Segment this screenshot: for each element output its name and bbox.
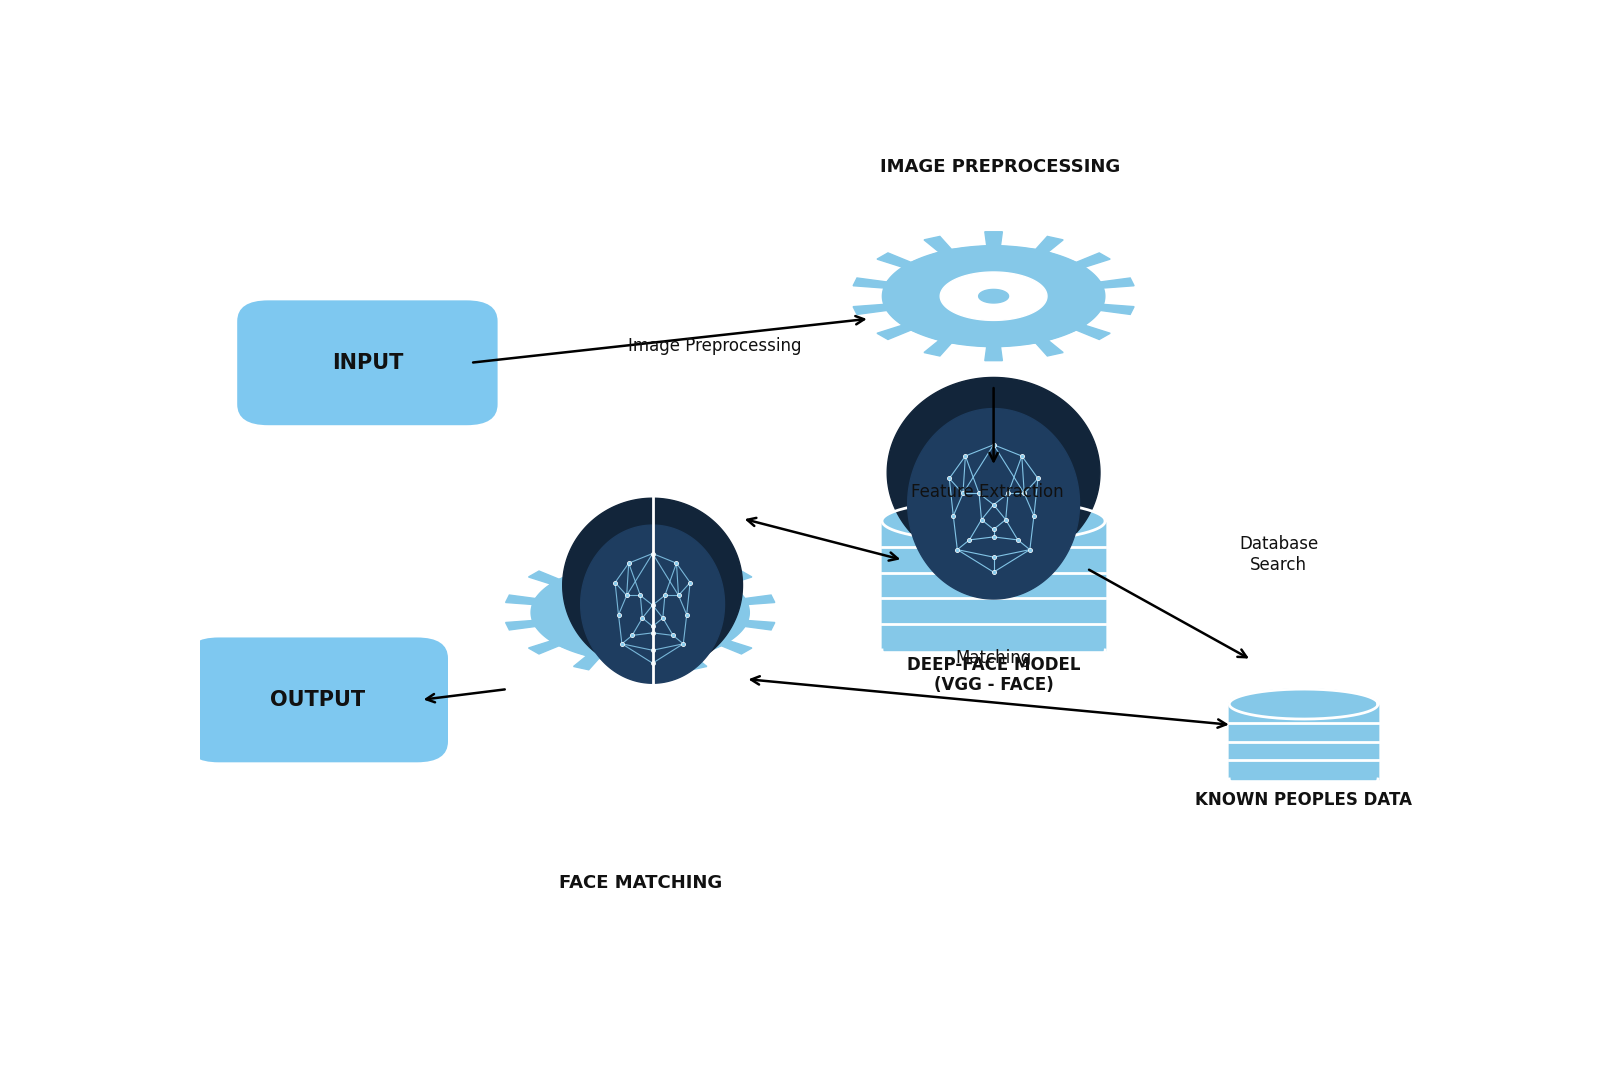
Polygon shape [853,231,1134,361]
Text: Matching: Matching [955,650,1032,667]
Polygon shape [1229,689,1378,719]
Polygon shape [941,272,1046,320]
Polygon shape [907,409,1080,599]
Polygon shape [590,590,690,636]
Polygon shape [882,501,1106,542]
Text: Feature Extraction: Feature Extraction [910,483,1064,501]
Text: OUTPUT: OUTPUT [270,690,365,710]
Text: IMAGE PREPROCESSING: IMAGE PREPROCESSING [880,158,1120,176]
Text: Image Preprocessing: Image Preprocessing [627,337,802,356]
Polygon shape [979,290,1008,303]
Text: DEEP-FACE MODEL
(VGG - FACE): DEEP-FACE MODEL (VGG - FACE) [907,655,1080,694]
Text: KNOWN PEOPLES DATA: KNOWN PEOPLES DATA [1195,791,1413,809]
Text: Database
Search: Database Search [1238,535,1318,574]
Polygon shape [1229,704,1378,779]
FancyBboxPatch shape [187,638,448,762]
Polygon shape [882,521,1106,650]
FancyBboxPatch shape [237,301,498,425]
Text: INPUT: INPUT [331,352,403,373]
Polygon shape [531,563,749,662]
Text: FACE MATCHING: FACE MATCHING [558,875,722,892]
Polygon shape [506,550,774,675]
Polygon shape [882,245,1106,347]
Polygon shape [563,498,742,672]
Polygon shape [626,606,654,618]
Polygon shape [581,525,725,683]
Polygon shape [888,377,1099,568]
